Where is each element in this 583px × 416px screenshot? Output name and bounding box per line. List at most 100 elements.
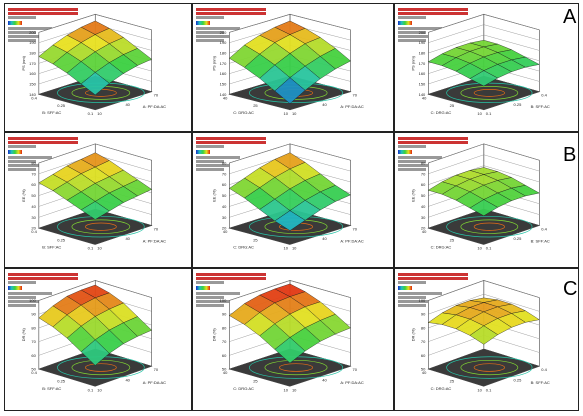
legend-line	[398, 16, 426, 19]
legend-block	[8, 272, 118, 308]
z-tick-label: 80	[31, 325, 36, 330]
legend-line	[196, 145, 224, 148]
y-tick-label: 0.1	[486, 387, 492, 392]
x-axis-label: B: SFF:AC	[42, 110, 61, 115]
y-axis-label: B: SFF:AC	[531, 380, 550, 385]
legend-line	[8, 296, 36, 299]
z-tick-label: 70	[421, 339, 426, 344]
x-axis-label: C: DRG:AC	[431, 244, 452, 249]
legend-line	[8, 35, 52, 38]
surface-cell	[274, 77, 306, 104]
surface-cell	[469, 325, 498, 345]
y-axis-label: A: PF:DA:AC	[143, 380, 166, 385]
y-tick-label: 10	[292, 387, 297, 392]
legend-line	[8, 300, 52, 303]
legend-line	[8, 156, 52, 159]
y-tick-label: 10	[97, 387, 102, 392]
legend-line	[398, 27, 442, 30]
x-tick-label: 0.1	[88, 387, 94, 392]
x-tick-label: 10	[477, 246, 482, 251]
x-tick-label: 25	[253, 379, 258, 384]
z-gridline	[428, 293, 540, 315]
legend-line	[196, 16, 224, 19]
legend-line	[8, 137, 78, 140]
surface-plot: 20 30 40 50 60 70 80 A: PF:DA:AC B: SFF:AC EE (%)…	[21, 143, 166, 251]
z-axis-label: EE (%)	[21, 189, 26, 202]
surface-plot-panel: 50 60 70 80 90 100 B: SFF:AC C: DRG:AC DR (%) 10 2…	[394, 268, 579, 411]
y-tick-label: 40	[322, 236, 327, 241]
z-tick-label: 150	[419, 81, 426, 86]
y-tick-label: 70	[353, 93, 358, 98]
legend-line	[196, 168, 224, 171]
x-tick-label: 0.4	[31, 229, 37, 234]
legend-line	[8, 8, 78, 11]
legend-swatch	[398, 150, 412, 154]
y-tick-label: 70	[154, 367, 159, 372]
z-tick-label: 80	[421, 325, 426, 330]
legend-line	[398, 300, 442, 303]
legend-line	[8, 273, 78, 276]
z-tick-label: 80	[421, 160, 426, 165]
legend-line	[196, 8, 266, 11]
legend-swatch	[196, 150, 210, 154]
z-tick-label: 60	[31, 353, 36, 358]
legend-line	[196, 296, 224, 299]
y-tick-label: 40	[322, 377, 327, 382]
x-tick-label: 25	[450, 103, 455, 108]
x-axis-label: B: SFF:AC	[42, 244, 61, 249]
legend-line	[398, 292, 442, 295]
legend-line	[196, 160, 224, 163]
surface-plot: 20 30 40 50 60 70 80 B: SFF:AC C: DRG:AC EE (%) 10…	[410, 143, 550, 251]
z-gridline	[428, 280, 540, 301]
legend-line	[398, 31, 426, 34]
x-tick-label: 40	[422, 229, 427, 234]
z-tick-label: 100	[419, 298, 426, 303]
z-gridline	[428, 154, 540, 174]
y-tick-label: 0.4	[541, 226, 547, 231]
x-axis-label: C: DRG:AC	[431, 110, 452, 115]
x-tick-label: 10	[284, 387, 289, 392]
surface-plot: 140 150 160 170 180 190 200 B: SFF:AC C: DRG:AC P…	[410, 13, 550, 116]
row-letter-c: C	[563, 278, 578, 300]
z-axis-label: EE (%)	[410, 189, 415, 202]
z-tick-label: 50	[222, 367, 227, 372]
x-tick-label: 0.4	[31, 370, 37, 375]
z-tick-label: 160	[419, 71, 426, 76]
x-tick-label: 25	[253, 103, 258, 108]
legend-line	[196, 304, 224, 307]
x-tick-label: 0.25	[57, 237, 66, 242]
z-tick-label: 170	[29, 61, 36, 66]
z-gridline	[229, 280, 351, 301]
z-tick-label: 30	[222, 215, 227, 220]
z-tick-label: 190	[220, 40, 227, 45]
z-tick-label: 80	[31, 160, 36, 165]
floor-contour	[264, 359, 328, 376]
surface-plot-panel: 140 150 160 170 180 190 200 A: PF:DA:AC B: SFF:A…	[4, 3, 192, 132]
x-axis-label: C: DRG:AC	[233, 110, 254, 115]
surface-cell	[274, 337, 306, 364]
z-tick-label: 140	[220, 92, 227, 97]
z-tick-label: 80	[222, 325, 227, 330]
x-axis-label: B: SFF:AC	[42, 386, 61, 391]
row-letter-a: A	[563, 6, 577, 28]
z-tick-label: 50	[31, 367, 36, 372]
surface-plot: 50 60 70 80 90 100 A: PF:DA:AC C: DRG:AC DR (%) 1…	[211, 280, 364, 392]
z-tick-label: 40	[421, 204, 426, 209]
y-tick-label: 70	[353, 367, 358, 372]
legend-line	[8, 281, 36, 284]
y-tick-label: 70	[154, 93, 159, 98]
legend-line	[196, 137, 266, 140]
x-axis-label: C: DRG:AC	[233, 244, 254, 249]
legend-line	[398, 39, 426, 42]
x-tick-label: 0.25	[57, 103, 66, 108]
legend-line	[398, 8, 468, 11]
z-tick-label: 190	[29, 40, 36, 45]
z-tick-label: 70	[222, 171, 227, 176]
z-tick-label: 150	[29, 81, 36, 86]
z-tick-label: 60	[222, 353, 227, 358]
legend-line	[398, 296, 426, 299]
z-tick-label: 60	[31, 182, 36, 187]
legend-line	[8, 141, 78, 144]
legend-swatch	[8, 286, 22, 290]
x-tick-label: 0.25	[57, 379, 66, 384]
